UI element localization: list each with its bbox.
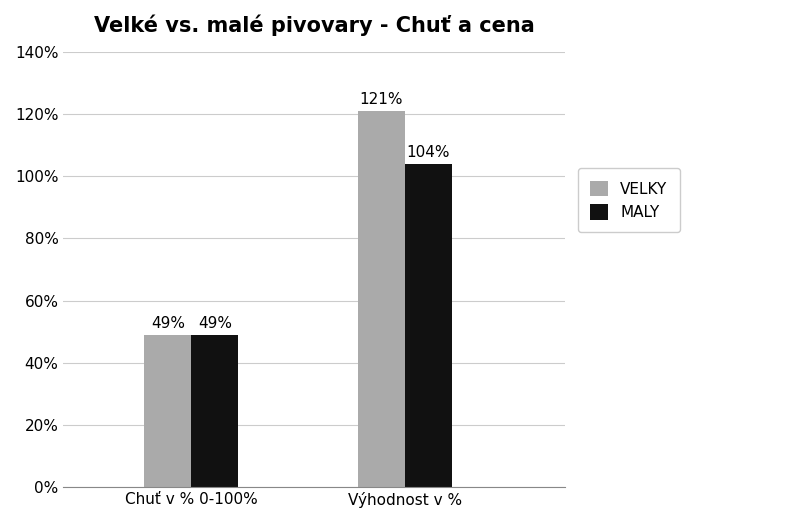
- Legend: VELKY, MALY: VELKY, MALY: [578, 168, 680, 232]
- Bar: [358, 111, 405, 487]
- Text: 49%: 49%: [198, 316, 232, 331]
- Bar: [191, 335, 238, 487]
- Title: Velké vs. malé pivovary - Chuť a cena: Velké vs. malé pivovary - Chuť a cena: [94, 15, 534, 37]
- Bar: [145, 335, 191, 487]
- Text: 121%: 121%: [360, 92, 403, 107]
- Bar: [405, 164, 452, 487]
- Text: 104%: 104%: [406, 145, 450, 160]
- Text: 49%: 49%: [151, 316, 185, 331]
